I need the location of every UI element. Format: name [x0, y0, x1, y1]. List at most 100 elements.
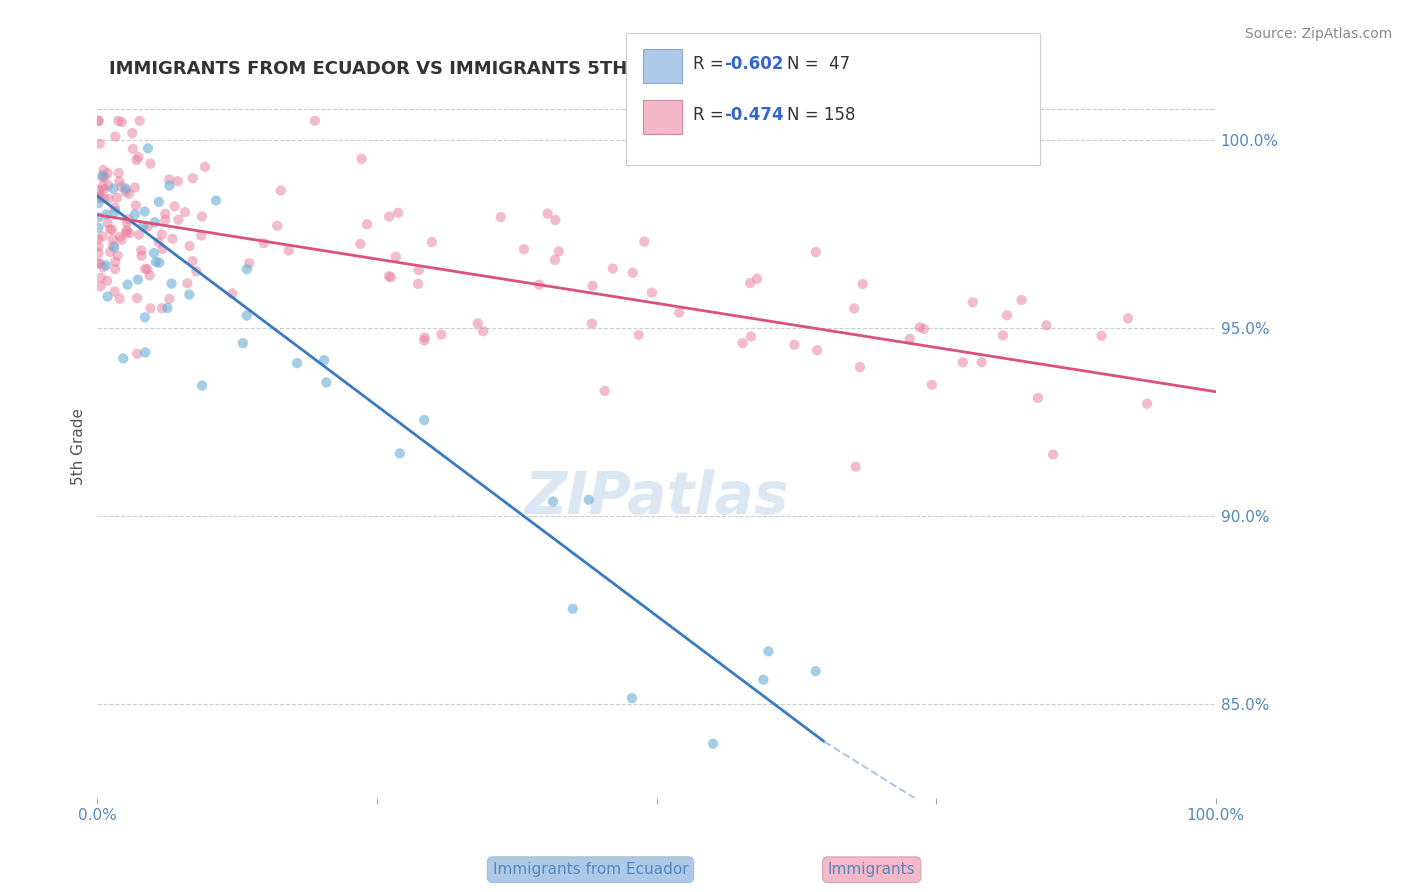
Point: [97, 166, 120, 180]
Point: [844, 301, 866, 316]
Point: [143, 215, 166, 229]
Point: [1026, 391, 1049, 405]
Point: [104, 262, 127, 277]
Point: [108, 174, 131, 188]
Point: [104, 254, 127, 268]
Point: [304, 113, 326, 128]
Point: [745, 272, 768, 286]
Point: [136, 141, 159, 155]
Point: [378, 269, 401, 284]
Point: [472, 324, 495, 338]
Text: -0.474: -0.474: [724, 106, 783, 124]
Point: [89, 189, 111, 203]
Point: [134, 204, 156, 219]
Point: [97, 216, 120, 230]
Point: [738, 276, 761, 290]
Text: Immigrants from Ecuador: Immigrants from Ecuador: [492, 863, 689, 877]
Point: [179, 287, 201, 301]
Point: [125, 198, 148, 212]
Point: [952, 355, 974, 369]
Point: [108, 292, 131, 306]
Point: [908, 320, 931, 334]
Point: [561, 601, 583, 615]
Point: [96, 274, 118, 288]
Point: [115, 216, 138, 230]
Point: [740, 329, 762, 343]
Point: [107, 113, 129, 128]
Point: [238, 256, 260, 270]
Point: [285, 356, 308, 370]
Point: [380, 270, 402, 285]
Point: [155, 207, 177, 221]
Point: [921, 377, 943, 392]
Point: [536, 206, 558, 220]
Point: [266, 219, 288, 233]
Point: [388, 446, 411, 460]
Point: [191, 210, 214, 224]
Point: [139, 157, 162, 171]
Point: [489, 210, 512, 224]
Point: [87, 239, 110, 253]
Point: [752, 673, 775, 687]
Point: [107, 166, 129, 180]
Point: [128, 113, 150, 128]
Point: [641, 285, 664, 300]
Point: [277, 244, 299, 258]
Point: [87, 246, 110, 260]
Point: [89, 136, 111, 151]
Point: [221, 286, 243, 301]
Point: [134, 310, 156, 325]
Point: [991, 328, 1014, 343]
Point: [190, 228, 212, 243]
Point: [314, 353, 336, 368]
Point: [627, 327, 650, 342]
Point: [547, 244, 569, 259]
Point: [115, 223, 138, 237]
Point: [91, 179, 114, 194]
Point: [118, 226, 141, 240]
Point: [527, 277, 550, 292]
Point: [145, 255, 167, 269]
Point: [1116, 311, 1139, 326]
Point: [104, 204, 127, 219]
Point: [581, 317, 603, 331]
Point: [356, 217, 378, 231]
Point: [270, 184, 292, 198]
Point: [578, 492, 600, 507]
Point: [620, 691, 643, 706]
Point: [107, 248, 129, 262]
Text: -0.602: -0.602: [724, 55, 783, 73]
Point: [91, 260, 114, 275]
Point: [181, 171, 204, 186]
Point: [181, 254, 204, 268]
Point: [118, 186, 141, 201]
Point: [783, 337, 806, 351]
Text: Source: ZipAtlas.com: Source: ZipAtlas.com: [1244, 27, 1392, 41]
Text: R =: R =: [693, 106, 730, 124]
Point: [804, 245, 827, 260]
Point: [117, 212, 139, 227]
Point: [408, 263, 430, 277]
Point: [112, 351, 135, 366]
Point: [124, 207, 146, 221]
Point: [845, 459, 868, 474]
Point: [101, 223, 124, 237]
Point: [136, 262, 159, 277]
Point: [413, 330, 436, 344]
Point: [93, 163, 115, 178]
Point: [1042, 448, 1064, 462]
Point: [103, 182, 125, 196]
Point: [205, 194, 228, 208]
Point: [142, 246, 165, 260]
Point: [668, 305, 690, 319]
Point: [1090, 328, 1112, 343]
Point: [134, 345, 156, 359]
Point: [97, 178, 120, 193]
Point: [804, 664, 827, 678]
Point: [87, 190, 110, 204]
Point: [385, 250, 408, 264]
Point: [152, 242, 174, 256]
Point: [602, 261, 624, 276]
Point: [94, 259, 117, 273]
Point: [89, 256, 111, 270]
